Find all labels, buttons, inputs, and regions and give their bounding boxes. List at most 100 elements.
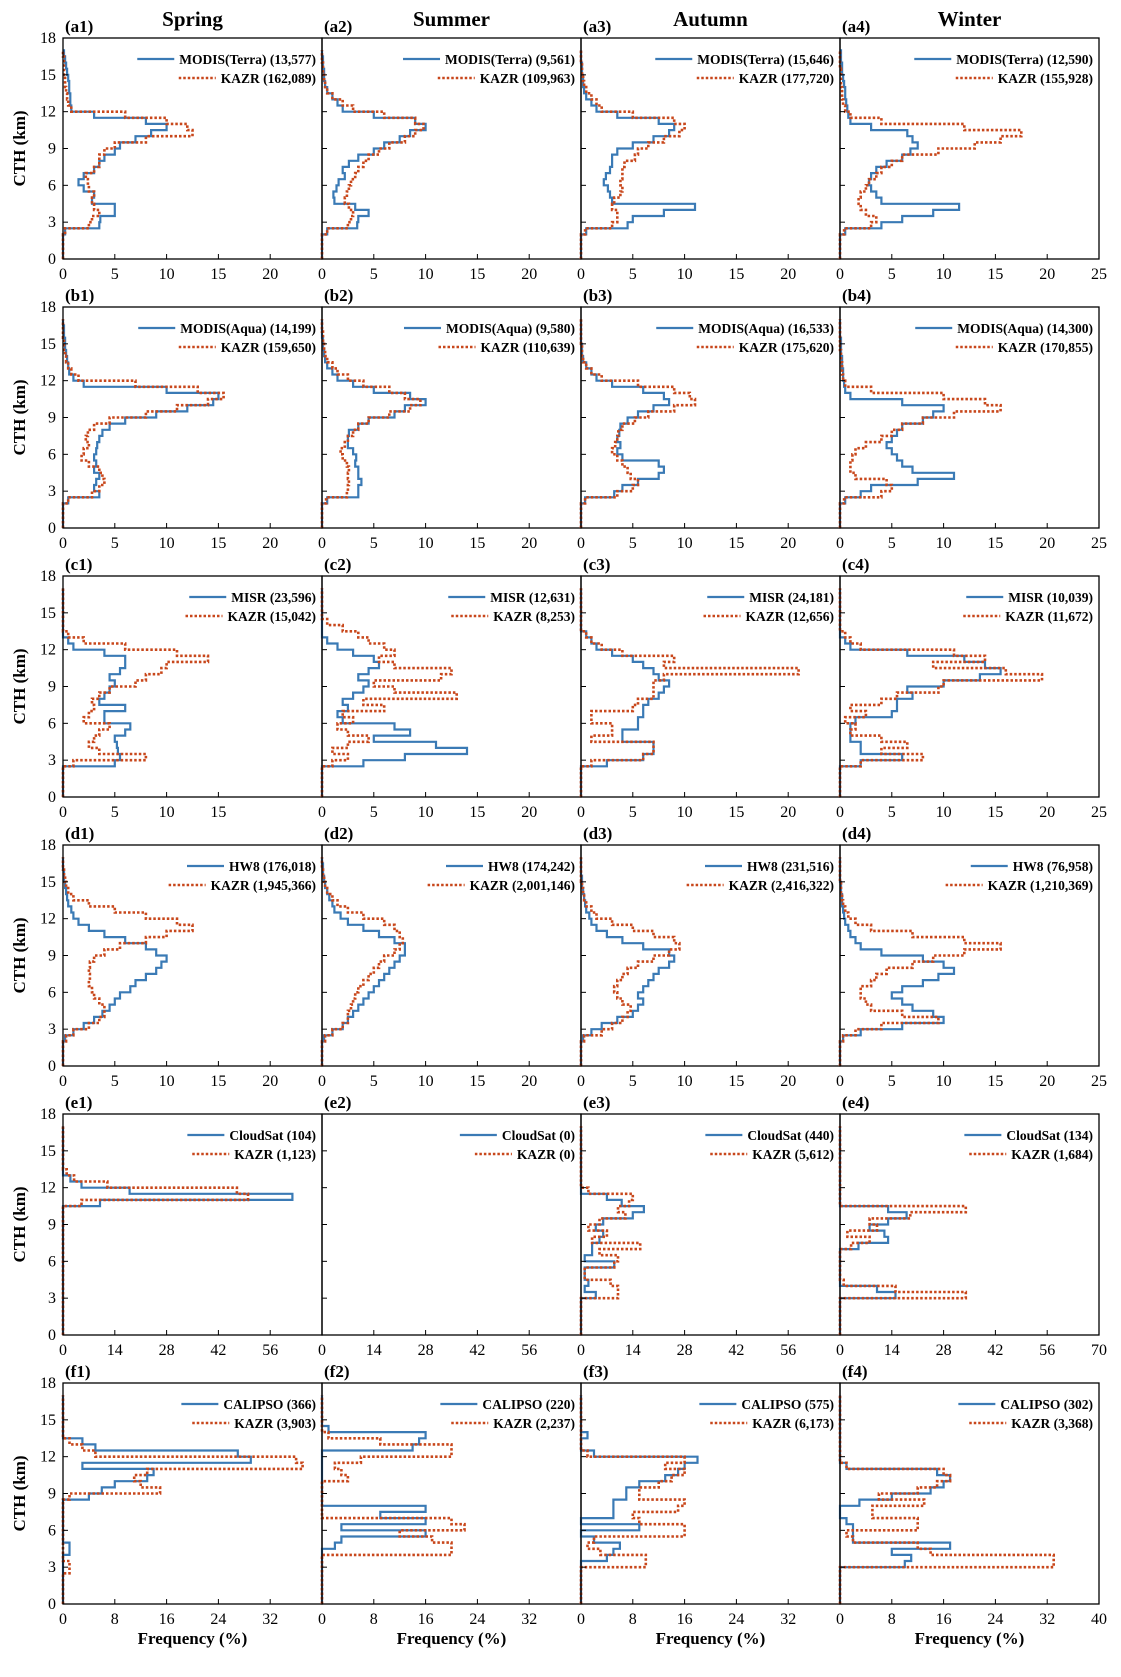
panel-label: (b3) bbox=[583, 286, 612, 305]
y-tick-label: 3 bbox=[48, 214, 56, 231]
kazr-series-line bbox=[320, 857, 405, 1066]
x-tick-label: 20 bbox=[262, 535, 278, 552]
legend-kazr-label: KAZR (175,620) bbox=[739, 340, 834, 355]
panel-a4: 0 5 10 15 20 25 (a4) MODIS(Terra) (12,590) KAZR … bbox=[836, 17, 1107, 283]
legend-satellite-label: MODIS(Terra) (12,590) bbox=[956, 52, 1093, 67]
panel-d1: 0 5 10 15 20 (d1) HW8 (176,018) KAZR (1,945,366… bbox=[59, 824, 323, 1090]
x-tick-label: 16 bbox=[418, 1611, 434, 1628]
legend-satellite-label: MODIS(Terra) (9,561) bbox=[445, 52, 575, 67]
x-tick-label: 15 bbox=[987, 804, 1003, 821]
legend-satellite-label: MODIS(Aqua) (16,533) bbox=[698, 321, 834, 336]
x-tick-label: 10 bbox=[936, 1073, 952, 1090]
x-tick-label: 15 bbox=[469, 535, 485, 552]
satellite-series-line bbox=[320, 588, 469, 797]
panel-e4: 0 14 28 42 56 70 (e4) CloudSat (134) KAZR (1,684… bbox=[836, 1093, 1107, 1359]
x-tick-label: 0 bbox=[59, 1342, 67, 1359]
panel-label: (d4) bbox=[842, 824, 871, 843]
x-tick-label: 20 bbox=[1039, 804, 1055, 821]
panel-d2: 0 5 10 15 20 (d2) HW8 (174,242) KAZR (2,001,146… bbox=[318, 824, 582, 1090]
legend-satellite-label: CloudSat (0) bbox=[502, 1128, 575, 1143]
x-tick-label: 0 bbox=[318, 1611, 326, 1628]
satellite-series-line bbox=[838, 857, 956, 1066]
legend-satellite-label: MISR (24,181) bbox=[749, 590, 834, 605]
panel-label: (f1) bbox=[65, 1362, 90, 1381]
y-tick-label: 9 bbox=[48, 410, 56, 427]
x-tick-label: 42 bbox=[469, 1342, 485, 1359]
legend-satellite-label: MISR (12,631) bbox=[490, 590, 575, 605]
x-tick-label: 42 bbox=[728, 1342, 744, 1359]
x-tick-label: 25 bbox=[1091, 804, 1107, 821]
x-tick-label: 5 bbox=[888, 535, 896, 552]
y-tick-label: 18 bbox=[40, 568, 56, 585]
x-tick-label: 0 bbox=[318, 1073, 326, 1090]
x-axis-title: Frequency (%) bbox=[656, 1629, 766, 1648]
y-axis-title: CTH (km) bbox=[10, 110, 29, 186]
x-tick-label: 24 bbox=[210, 1611, 226, 1628]
legend-kazr-label: KAZR (155,928) bbox=[998, 71, 1093, 86]
panel-b3: 0 5 10 15 20 (b3) MODIS(Aqua) (16,533) KAZR (17… bbox=[577, 286, 841, 552]
x-tick-label: 15 bbox=[469, 1073, 485, 1090]
y-tick-label: 6 bbox=[48, 1522, 56, 1539]
x-tick-label: 0 bbox=[318, 804, 326, 821]
x-tick-label: 20 bbox=[521, 535, 537, 552]
x-tick-label: 25 bbox=[1091, 535, 1107, 552]
legend-kazr-label: KAZR (2,237) bbox=[493, 1416, 575, 1431]
x-tick-label: 10 bbox=[936, 266, 952, 283]
x-tick-label: 0 bbox=[577, 535, 585, 552]
x-tick-label: 24 bbox=[469, 1611, 485, 1628]
satellite-series-line bbox=[579, 588, 671, 797]
legend-kazr-label: KAZR (1,945,366) bbox=[211, 878, 316, 893]
kazr-series-line bbox=[838, 50, 1023, 259]
y-tick-label: 3 bbox=[48, 1290, 56, 1307]
panel-f1: 0 8 16 24 32 (f1) CALIPSO (366) KAZR (3,903) bbox=[59, 1362, 323, 1628]
panel-label: (d1) bbox=[65, 824, 94, 843]
y-tick-label: 18 bbox=[40, 837, 56, 854]
legend-satellite-label: HW8 (231,516) bbox=[747, 859, 834, 874]
x-tick-label: 0 bbox=[836, 1611, 844, 1628]
kazr-series-line bbox=[61, 857, 194, 1066]
x-tick-label: 10 bbox=[418, 535, 434, 552]
kazr-series-line bbox=[579, 588, 800, 797]
x-axis-title: Frequency (%) bbox=[397, 1629, 507, 1648]
panel-label: (b1) bbox=[65, 286, 94, 305]
x-tick-label: 0 bbox=[318, 1342, 326, 1359]
panel-label: (f3) bbox=[583, 1362, 608, 1381]
x-tick-label: 28 bbox=[936, 1342, 952, 1359]
legend-kazr-label: KAZR (110,639) bbox=[481, 340, 576, 355]
x-tick-label: 20 bbox=[1039, 535, 1055, 552]
kazr-series-line bbox=[579, 50, 686, 259]
x-tick-label: 10 bbox=[159, 535, 175, 552]
y-tick-label: 3 bbox=[48, 483, 56, 500]
y-tick-label: 9 bbox=[48, 1217, 56, 1234]
kazr-series-line bbox=[61, 1126, 250, 1335]
y-tick-label: 18 bbox=[40, 30, 56, 47]
y-tick-label: 0 bbox=[48, 251, 56, 268]
legend-kazr-label: KAZR (8,253) bbox=[493, 609, 575, 624]
x-tick-label: 10 bbox=[159, 804, 175, 821]
y-tick-label: 0 bbox=[48, 1596, 56, 1613]
legend-kazr-label: KAZR (162,089) bbox=[221, 71, 316, 86]
x-tick-label: 28 bbox=[677, 1342, 693, 1359]
panel-label: (a2) bbox=[324, 17, 352, 36]
x-tick-label: 15 bbox=[987, 266, 1003, 283]
x-axis-title: Frequency (%) bbox=[915, 1629, 1025, 1648]
x-tick-label: 56 bbox=[1039, 1342, 1055, 1359]
panel-a3: 0 5 10 15 20 (a3) MODIS(Terra) (15,646) KAZR (1… bbox=[577, 17, 841, 283]
x-tick-label: 15 bbox=[728, 266, 744, 283]
x-tick-label: 0 bbox=[318, 535, 326, 552]
legend-satellite-label: MODIS(Aqua) (9,580) bbox=[446, 321, 575, 336]
x-tick-label: 0 bbox=[577, 266, 585, 283]
satellite-series-line bbox=[579, 1395, 699, 1604]
panel-e1: 0 14 28 42 56 (e1) CloudSat (104) KAZR (1,123) bbox=[59, 1093, 323, 1359]
satellite-series-line bbox=[61, 1395, 252, 1604]
y-tick-label: 12 bbox=[40, 373, 56, 390]
kazr-series-line bbox=[838, 1126, 968, 1335]
y-tick-label: 6 bbox=[48, 446, 56, 463]
kazr-series-line bbox=[61, 1395, 304, 1604]
y-tick-label: 12 bbox=[40, 911, 56, 928]
legend-kazr-label: KAZR (12,656) bbox=[746, 609, 835, 624]
x-tick-label: 32 bbox=[1039, 1611, 1055, 1628]
x-tick-label: 5 bbox=[370, 266, 378, 283]
x-tick-label: 15 bbox=[210, 1073, 226, 1090]
panel-b2: 0 5 10 15 20 (b2) MODIS(Aqua) (9,580) KAZR (110… bbox=[318, 286, 582, 552]
